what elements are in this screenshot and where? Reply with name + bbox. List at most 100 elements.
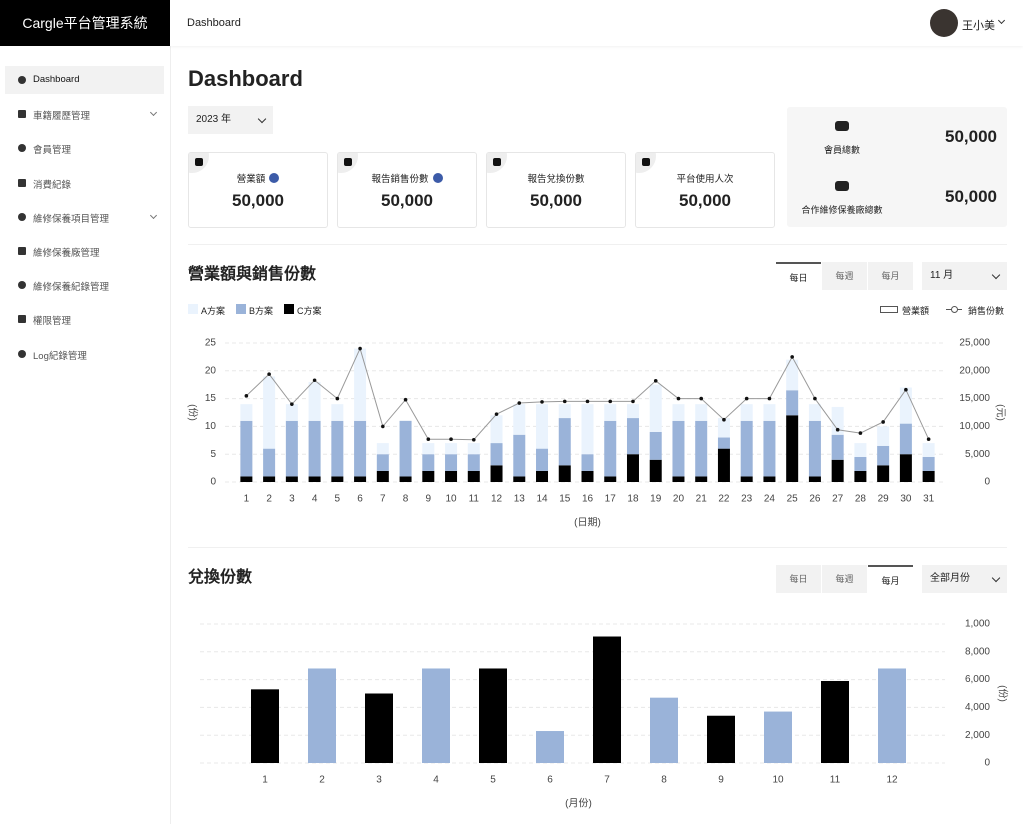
tab[interactable]: 每週 <box>822 565 867 593</box>
bar-segment <box>604 420 617 477</box>
bar-segment <box>376 470 389 482</box>
chart-title: 兌換份數 <box>188 569 253 586</box>
bar-segment <box>854 456 867 471</box>
year-select[interactable]: 2023 年 <box>188 106 273 134</box>
menu-item[interactable]: 消費紀錄 <box>5 169 164 197</box>
legend-swatch <box>284 304 294 314</box>
bar-segment <box>490 465 503 482</box>
menu-chevron <box>149 211 158 219</box>
bar-segment <box>717 418 730 438</box>
x-tick-label: 9 <box>718 775 724 786</box>
x-tick-label: 7 <box>604 775 610 786</box>
x-tick-label: 19 <box>650 494 662 505</box>
line-point <box>494 412 499 416</box>
tab[interactable]: 每日 <box>776 262 821 290</box>
bar-segment <box>831 459 844 482</box>
x-tick-label: 21 <box>696 494 708 505</box>
menu-icon <box>18 110 26 119</box>
bar-segment <box>649 431 662 460</box>
menu-icon <box>18 247 26 255</box>
chart-title: 營業額與銷售份數 <box>188 266 317 283</box>
y2-tick-label: 20,000 <box>959 365 990 376</box>
divider <box>188 547 1007 548</box>
bar-segment <box>445 454 458 471</box>
avatar[interactable] <box>930 9 958 37</box>
line-point <box>358 346 362 351</box>
stat-label-text: 報告兌換份數 <box>527 174 585 185</box>
bar-segment <box>308 381 321 421</box>
menu-item[interactable]: 維修保養紀錄管理 <box>5 271 164 299</box>
user-name[interactable]: 王小美 <box>962 20 995 32</box>
menu-item[interactable]: 車籍履歷管理 <box>5 100 164 128</box>
menu-label: 維修保養紀錄管理 <box>33 282 110 294</box>
line-point <box>562 399 567 404</box>
stat-label-text: 營業額 <box>236 174 266 185</box>
menu-item[interactable]: 權限管理 <box>5 305 164 333</box>
bar <box>821 680 849 763</box>
tab[interactable]: 每月 <box>868 262 913 290</box>
stat-card: 報告銷售份數 50,000 <box>337 152 477 228</box>
legend-swatch <box>236 304 246 314</box>
y-tick-label: 1,000 <box>965 619 990 630</box>
brand-bar: Cargle平台管理系統 <box>0 0 170 46</box>
menu-item[interactable]: 會員管理 <box>5 134 164 162</box>
tab[interactable]: 每月 <box>868 565 913 593</box>
x-axis-label: (日期) <box>574 517 601 529</box>
info-icon <box>432 173 443 183</box>
menu-item[interactable]: Dashboard <box>5 66 164 94</box>
bar <box>308 668 336 763</box>
x-tick-label: 31 <box>923 494 935 505</box>
bar-segment <box>581 470 594 482</box>
tab[interactable]: 每日 <box>776 565 821 593</box>
line-point <box>904 387 908 392</box>
line-point <box>312 378 317 383</box>
line-point <box>290 402 294 406</box>
line-point <box>790 355 794 359</box>
x-tick-label: 9 <box>426 494 432 505</box>
bar-segment <box>786 415 799 482</box>
x-tick-label: 18 <box>627 494 639 505</box>
line-point <box>244 394 249 398</box>
bar-segment <box>513 434 526 477</box>
bar-segment <box>899 387 912 424</box>
select[interactable]: 11 月 <box>922 262 1007 290</box>
line-point <box>403 397 408 402</box>
menu-label: 維修保養廠管理 <box>33 248 100 259</box>
bar-segment <box>581 404 594 455</box>
bar <box>365 693 393 763</box>
line-point <box>813 396 817 401</box>
stat-value: 50,000 <box>232 191 284 210</box>
divider <box>188 244 1007 245</box>
x-tick-label: 29 <box>878 494 890 505</box>
bar-segment <box>399 476 412 482</box>
legend-label: 營業額 <box>902 306 930 316</box>
stat-label: 平台使用人次 <box>636 171 774 185</box>
stat-value: 50,000 <box>381 191 433 210</box>
bar-segment <box>558 418 571 466</box>
tab[interactable]: 每週 <box>822 262 867 290</box>
line-point <box>471 437 476 442</box>
card-icon <box>344 158 352 166</box>
menu-label: 權限管理 <box>33 316 72 328</box>
bar <box>536 731 564 763</box>
bar <box>593 636 621 763</box>
breadcrumb: Dashboard <box>187 17 241 29</box>
bar-segment <box>354 420 367 477</box>
bar-segment <box>899 423 912 455</box>
line-point <box>926 437 931 441</box>
x-tick-label: 28 <box>855 494 867 505</box>
menu-item[interactable]: 維修保養項目管理 <box>5 203 164 231</box>
select[interactable]: 全部月份 <box>922 565 1007 593</box>
bar <box>650 697 678 763</box>
bar-segment <box>626 404 639 419</box>
menu-item[interactable]: Log紀錄管理 <box>5 340 164 368</box>
bar-segment <box>354 476 367 482</box>
line-point <box>631 399 635 404</box>
y-axis-label: (份) <box>186 404 198 421</box>
x-tick-label: 22 <box>718 494 730 505</box>
bar-segment <box>490 415 503 444</box>
y-axis-label: (份) <box>996 685 1008 702</box>
menu-item[interactable]: 維修保養廠管理 <box>5 237 164 265</box>
x-tick-label: 14 <box>536 494 548 505</box>
x-tick-label: 24 <box>764 494 776 505</box>
